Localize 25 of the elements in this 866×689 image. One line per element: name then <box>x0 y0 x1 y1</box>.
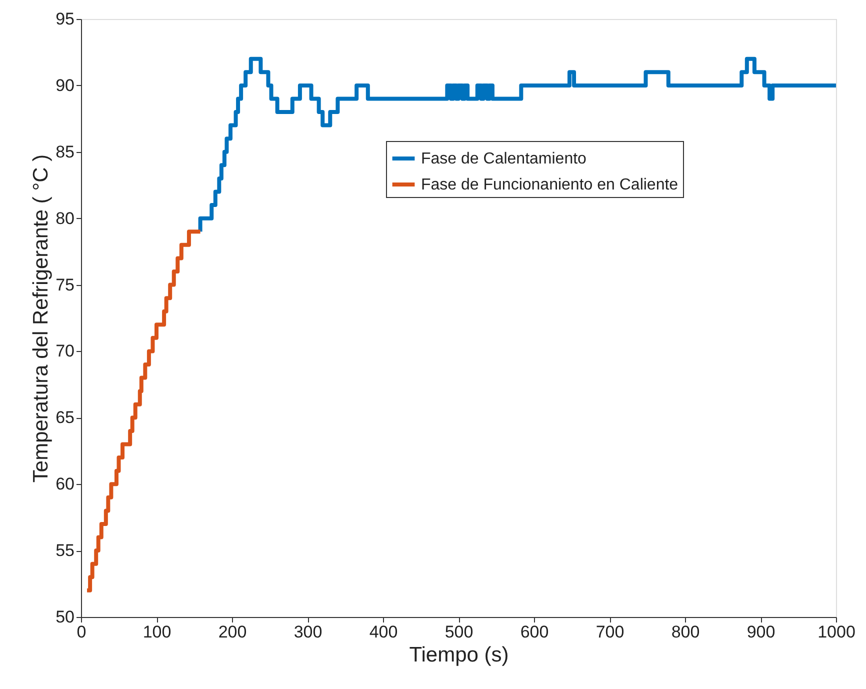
legend-label: Fase de Calentamiento <box>421 150 587 168</box>
x-tick-label: 500 <box>444 622 474 642</box>
x-tick-label: 200 <box>218 622 247 642</box>
x-tick-label: 700 <box>596 622 624 642</box>
y-tick-label: 85 <box>56 142 74 162</box>
y-tick-label: 55 <box>56 541 74 560</box>
y-tick-label: 95 <box>56 10 74 28</box>
y-tick-label: 65 <box>56 408 74 428</box>
x-tick-label: 400 <box>369 622 398 642</box>
y-tick-label: 75 <box>56 275 74 294</box>
y-axis-title: Temperatura del Refrigerante ( °C ) <box>30 154 53 483</box>
x-tick-label: 300 <box>294 622 322 642</box>
x-tick-label: 0 <box>76 622 86 642</box>
y-tick-label: 70 <box>56 342 74 361</box>
y-tick-label: 60 <box>56 474 74 494</box>
x-tick-label: 1000 <box>818 622 856 642</box>
x-axis-title: Tiempo (s) <box>409 644 509 666</box>
y-tick-label: 90 <box>56 76 74 95</box>
y-tick-label: 80 <box>56 208 74 228</box>
x-tick-label: 800 <box>671 622 700 642</box>
x-tick-label: 100 <box>142 622 172 642</box>
x-tick-label: 600 <box>520 622 549 642</box>
legend-label: Fase de Funcionaniento en Caliente <box>421 176 678 194</box>
y-tick-label: 50 <box>56 608 74 626</box>
x-tick-label: 900 <box>746 622 776 642</box>
